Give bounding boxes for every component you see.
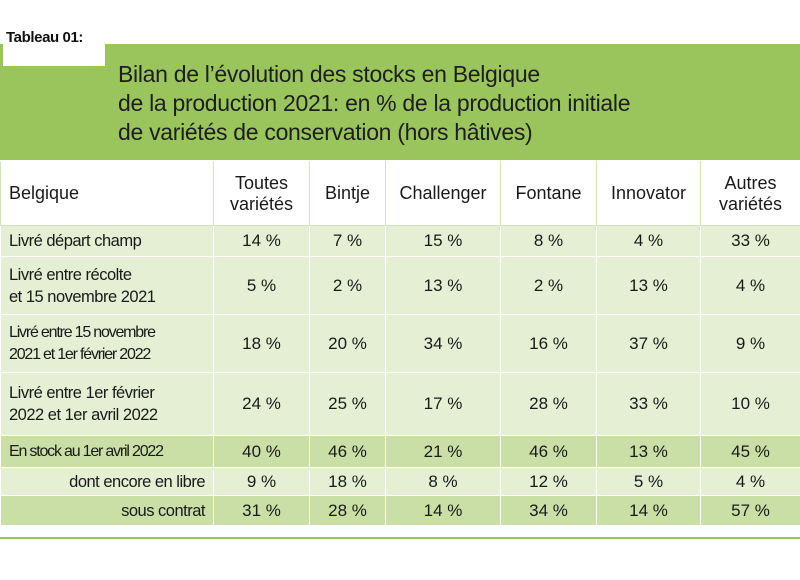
table-cell: 25 %: [309, 372, 386, 436]
bottom-rule: [0, 537, 800, 539]
row-label: Livré entre récolte et 15 novembre 2021: [0, 256, 214, 315]
table-cell: 4 %: [700, 467, 800, 496]
table-row: Livré entre 1er février 2022 et 1er avril…: [0, 372, 800, 436]
row-label: Livré entre 15 novembre 2021 et 1er févri…: [0, 314, 214, 373]
table-cell: 10 %: [700, 372, 800, 436]
column-header-challenger: Challenger: [385, 161, 501, 226]
table-row: Livré entre récolte et 15 novembre 2021 5…: [0, 256, 800, 315]
row-label: Livré départ champ: [0, 225, 214, 257]
table-cell: 18 %: [213, 314, 310, 373]
table-cell: 37 %: [596, 314, 701, 373]
table-cell: 24 %: [213, 372, 310, 436]
row-label: En stock au 1er avril 2022: [0, 435, 214, 468]
table-cell: 13 %: [596, 435, 701, 468]
column-header-bintje: Bintje: [309, 161, 386, 226]
column-header-toutes-varietes: Toutes variétés: [213, 161, 310, 226]
table-cell: 45 %: [700, 435, 800, 468]
table-cell: 4 %: [700, 256, 800, 315]
table-title: Bilan de l’évolution des stocks en Belgi…: [118, 60, 788, 147]
table-cell: 8 %: [385, 467, 501, 496]
column-header-autres-varietes: Autres variétés: [700, 161, 800, 226]
table-number-label: Tableau 01:: [3, 10, 105, 66]
title-line: de variétés de conservation (hors hâtive…: [118, 119, 533, 145]
table-cell: 8 %: [500, 225, 597, 257]
table-cell: 28 %: [309, 495, 386, 526]
table-cell: 46 %: [309, 435, 386, 468]
table-cell: 46 %: [500, 435, 597, 468]
table-cell: 14 %: [213, 225, 310, 257]
table-cell: 13 %: [596, 256, 701, 315]
table-cell: 16 %: [500, 314, 597, 373]
table-row: Livré départ champ 14 % 7 % 15 % 8 % 4 %…: [0, 225, 800, 257]
table-cell: 20 %: [309, 314, 386, 373]
column-header-innovator: Innovator: [596, 161, 701, 226]
table-cell: 2 %: [309, 256, 386, 315]
table-cell: 33 %: [596, 372, 701, 436]
title-band: [0, 44, 800, 160]
table-cell: 17 %: [385, 372, 501, 436]
table-cell: 34 %: [385, 314, 501, 373]
table-row: sous contrat 31 % 28 % 14 % 34 % 14 % 57…: [0, 495, 800, 526]
row-label: Livré entre 1er février 2022 et 1er avril…: [0, 372, 214, 436]
table-cell: 33 %: [700, 225, 800, 257]
table-cell: 15 %: [385, 225, 501, 257]
row-label: sous contrat: [0, 495, 214, 526]
table-cell: 21 %: [385, 435, 501, 468]
title-line: de la production 2021: en % de la produc…: [118, 90, 631, 116]
table-row: En stock au 1er avril 2022 40 % 46 % 21 …: [0, 435, 800, 468]
table-row: Livré entre 15 novembre 2021 et 1er févri…: [0, 314, 800, 373]
table-cell: 34 %: [500, 495, 597, 526]
table-cell: 2 %: [500, 256, 597, 315]
column-header-fontane: Fontane: [500, 161, 597, 226]
row-label: dont encore en libre: [0, 467, 214, 496]
table-cell: 57 %: [700, 495, 800, 526]
table-cell: 12 %: [500, 467, 597, 496]
table-cell: 4 %: [596, 225, 701, 257]
table-cell: 28 %: [500, 372, 597, 436]
table-row: dont encore en libre 9 % 18 % 8 % 12 % 5…: [0, 467, 800, 496]
column-header-belgique: Belgique: [0, 161, 214, 226]
table-cell: 5 %: [213, 256, 310, 315]
header-row: Belgique Toutes variétés Bintje Challenge…: [0, 161, 800, 226]
table-cell: 14 %: [385, 495, 501, 526]
title-line: Bilan de l’évolution des stocks en Belgi…: [118, 61, 540, 87]
table-cell: 9 %: [213, 467, 310, 496]
table-cell: 18 %: [309, 467, 386, 496]
table-cell: 5 %: [596, 467, 701, 496]
table-cell: 31 %: [213, 495, 310, 526]
table-cell: 9 %: [700, 314, 800, 373]
table-cell: 13 %: [385, 256, 501, 315]
table-cell: 7 %: [309, 225, 386, 257]
table-cell: 14 %: [596, 495, 701, 526]
stock-table: Belgique Toutes variétés Bintje Challenge…: [0, 161, 800, 526]
table-cell: 40 %: [213, 435, 310, 468]
